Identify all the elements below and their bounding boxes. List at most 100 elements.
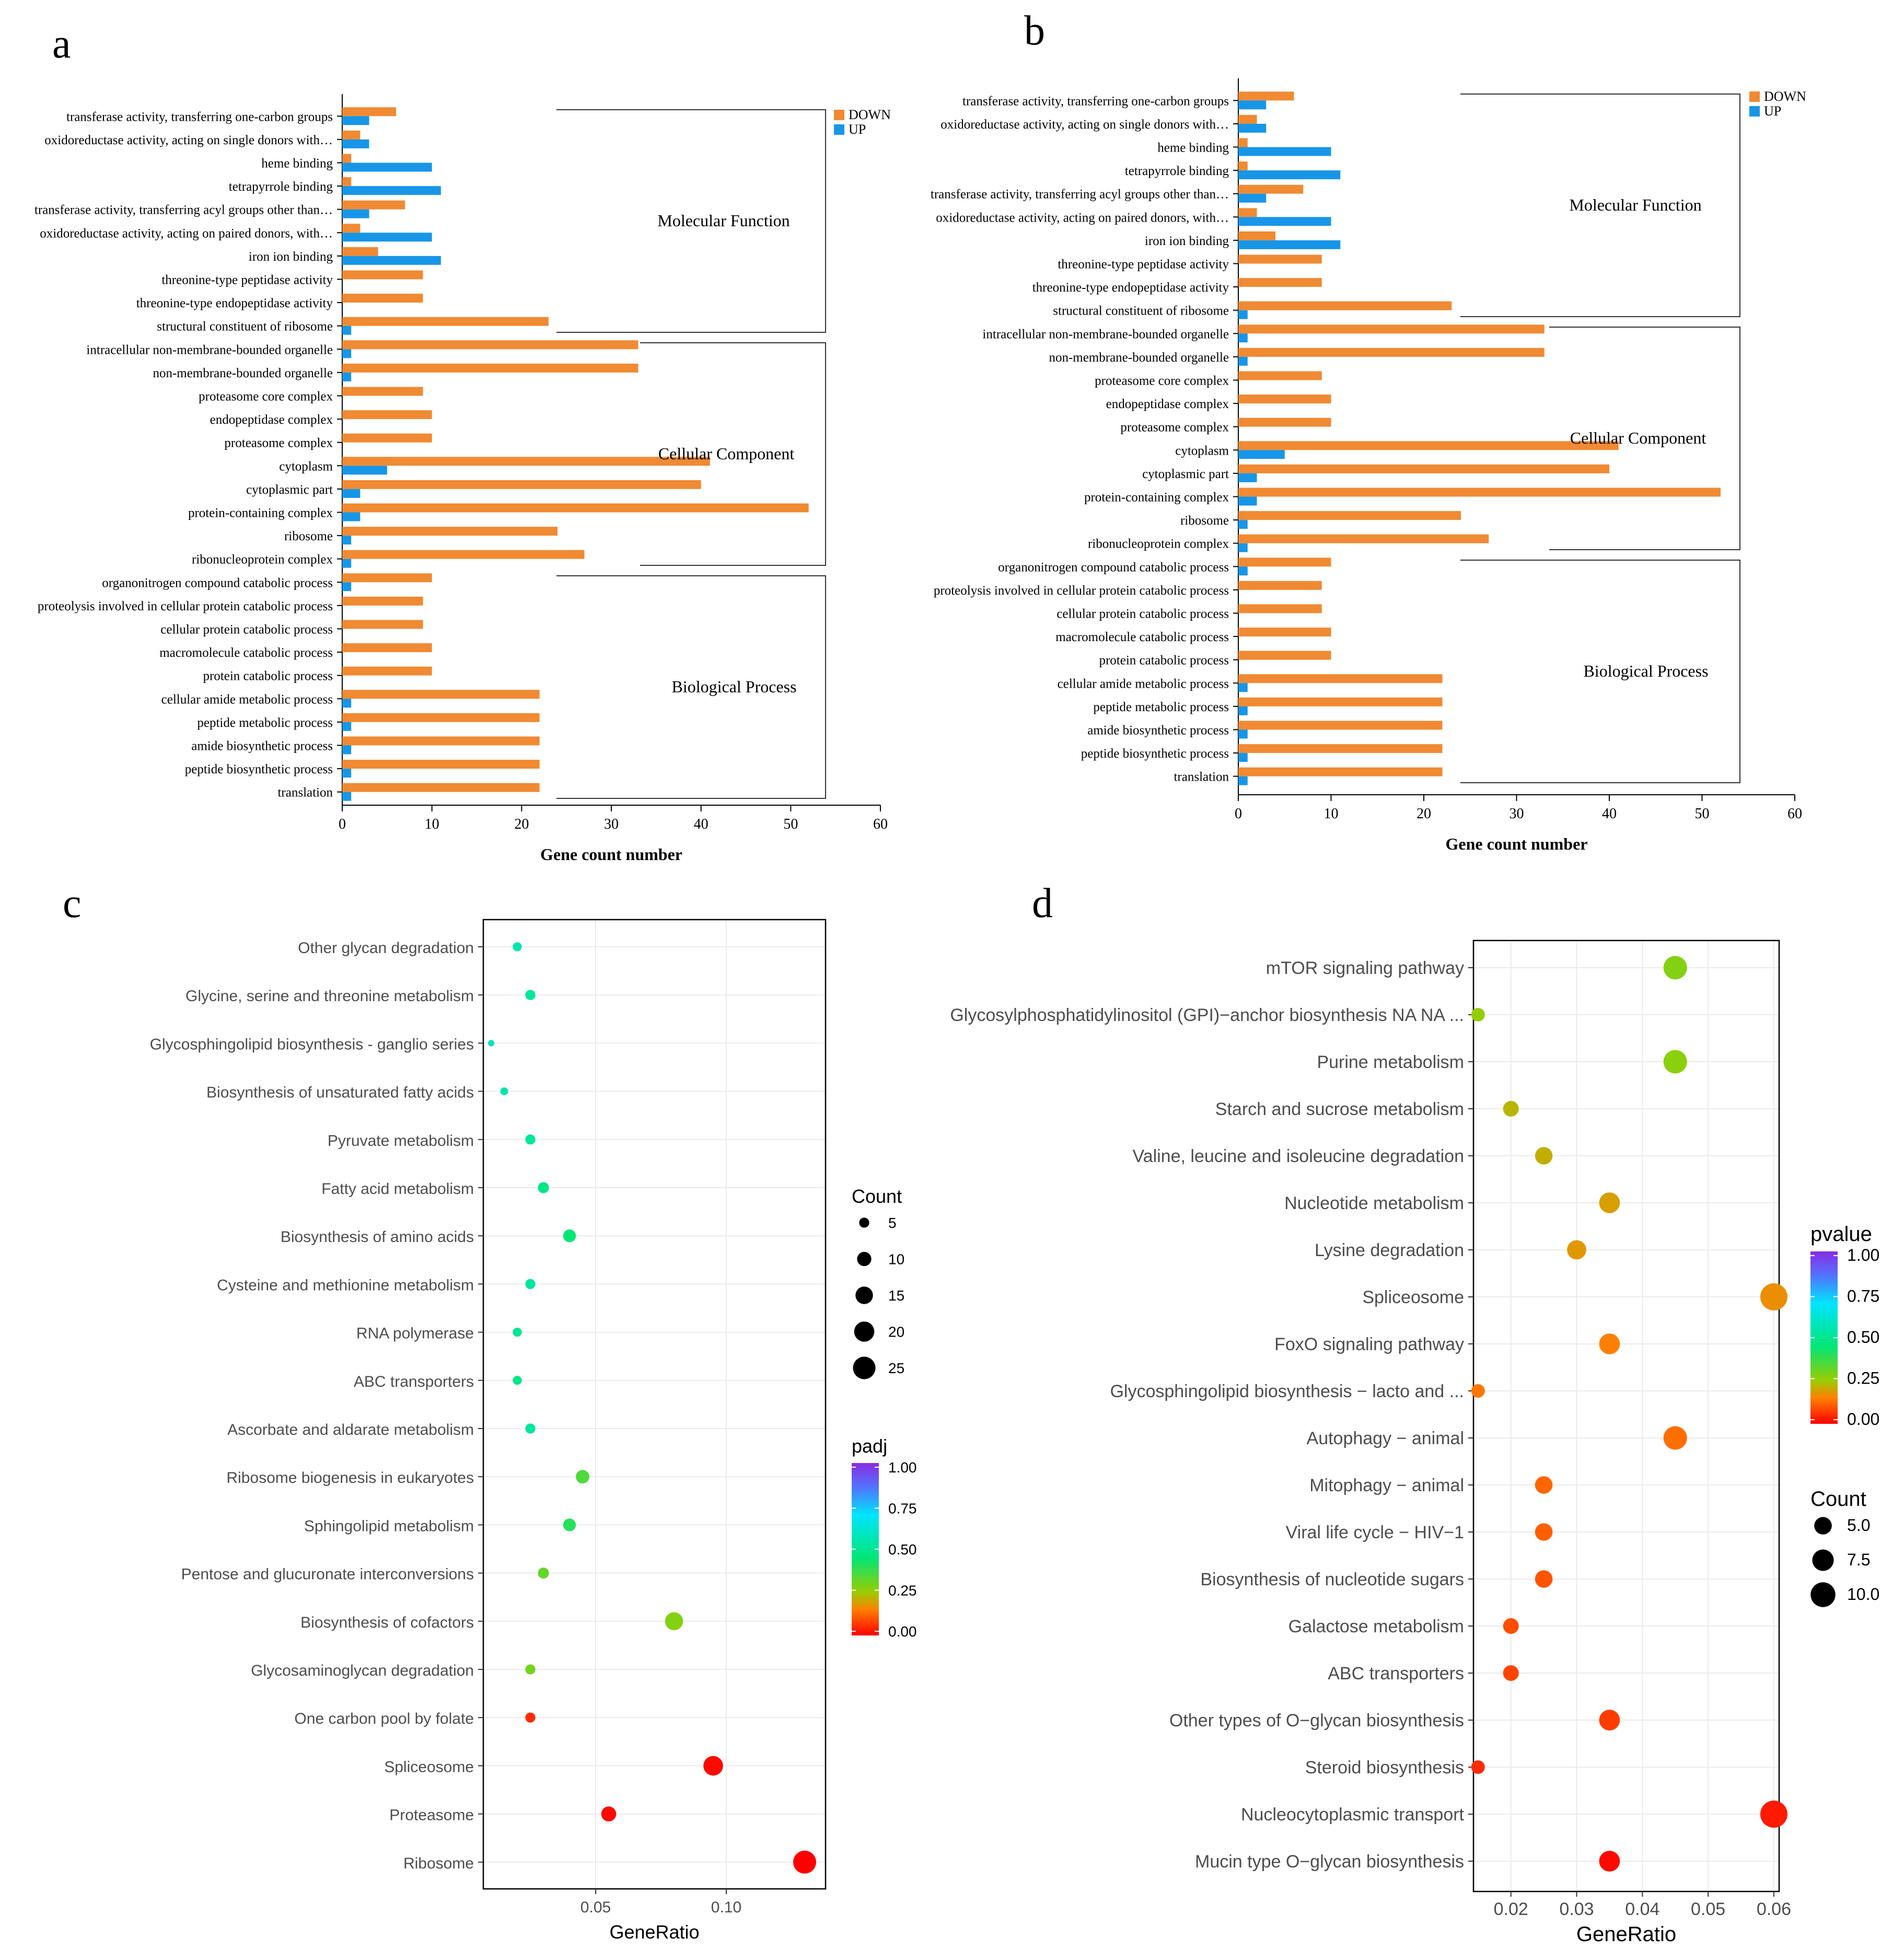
bar-up [342,209,369,218]
size-legend-label: 20 [888,1324,904,1340]
category-label: Mitophagy − animal [1309,1476,1464,1495]
category-label: protein catabolic process [1099,654,1229,668]
size-legend-label: 5.0 [1847,1516,1870,1535]
data-point [601,1806,617,1821]
bar-down [1238,417,1331,427]
x-axis-title: Gene count number [1446,834,1588,853]
size-legend-dot [1812,1549,1834,1571]
category-label: peptide metabolic process [197,716,333,730]
group-label: Biological Process [1583,661,1708,680]
x-tick-label: 0.06 [1757,1899,1791,1919]
bar-down [342,666,432,676]
bar-down [1238,324,1545,334]
category-label: Other types of O−glycan biosynthesis [1169,1711,1464,1731]
x-tick-label: 0 [1235,806,1242,822]
bar-down [1238,138,1248,147]
bar-up [342,722,352,731]
category-label: transferase activity, transferring acyl … [931,188,1229,202]
data-point [1535,1570,1553,1588]
bar-down [342,107,396,117]
bar-down [342,480,701,489]
bar-up [1238,240,1341,249]
bar-up [342,792,352,801]
category-label: threonine-type endopeptidase activity [136,296,333,310]
group-label: Biological Process [671,677,796,696]
category-label: macromolecule catabolic process [1055,630,1229,644]
data-point [1599,1851,1620,1872]
category-label: Proteasome [389,1807,474,1824]
bar-down [342,387,423,396]
group-bracket [640,342,826,566]
category-label: Purine metabolism [1317,1052,1464,1072]
x-tick-label: 0.03 [1559,1899,1594,1919]
category-label: Nucleotide metabolism [1284,1193,1464,1213]
bar-down [1238,534,1489,543]
colorbar-tick-label: 0.50 [888,1541,917,1558]
bar-down [342,527,558,536]
bar-down [1238,114,1257,124]
bar-down [342,200,405,210]
size-legend-dot [855,1286,873,1304]
category-label: peptide biosynthetic process [185,762,333,776]
category-label: One carbon pool by folate [294,1710,474,1727]
category-label: ribosome [1180,514,1229,528]
category-label: structural constituent of ribosome [1053,304,1229,318]
data-point [1760,1801,1787,1828]
legend-swatch [1749,106,1760,117]
bar-down [1238,394,1331,404]
data-point [1471,1760,1485,1774]
group-label: Molecular Function [1569,195,1701,214]
category-label: translation [1174,770,1229,784]
category-label: cytoplasmic part [246,483,333,497]
bar-down [342,690,540,699]
data-point [1567,1240,1586,1260]
colorbar-tick-label: 0.75 [888,1501,917,1517]
bar-down [1238,347,1545,357]
bar-down [342,247,378,256]
category-label: heme binding [1157,141,1229,155]
colorbar [852,1463,879,1635]
chart-b-go-barplot: 0 10 20 30 40 50 60 Gene count number transferas… [931,78,1806,853]
bar-down [342,363,638,373]
data-point [563,1518,576,1531]
size-legend-label: 15 [888,1287,904,1304]
size-legend-label: 10.0 [1847,1585,1879,1604]
bar-up [1238,496,1257,506]
size-legend-label: 5 [888,1215,897,1231]
chart-d-kegg-dotplot: 0.02 0.03 0.04 0.05 0.06 GeneRatio mTOR signal… [950,939,1879,1946]
chart-c-kegg-dotplot: 0.05 0.10 GeneRatio Other glycan degradatio… [150,919,917,1943]
category-label: Valine, leucine and isoleucine degradati… [1133,1146,1465,1166]
category-label: Viral life cycle − HIV−1 [1286,1523,1464,1542]
category-label: heme binding [261,157,333,171]
color-legend-title: padj [852,1435,887,1457]
x-tick-label: 0.05 [581,1899,611,1916]
category-label: cellular protein catabolic process [160,623,333,637]
bar-down [1238,278,1322,287]
legend-label: UP [1764,103,1781,119]
bar-down [342,713,540,722]
bar-down [1238,488,1721,497]
data-point [525,1664,536,1675]
category-label: Glycine, serine and threonine metabolism [185,988,474,1005]
category-label: oxidoreductase activity, acting on singl… [44,133,333,147]
category-label: tetrapyrrole binding [1125,164,1229,178]
group-label: Cellular Component [658,444,795,463]
size-legend-title: Count [852,1186,902,1207]
category-label: Ribosome [403,1855,474,1872]
bar-up [1238,333,1248,343]
colorbar-tick-label: 0.00 [1847,1410,1879,1429]
bar-up [342,559,352,568]
size-legend-dot [857,1251,872,1267]
group-bracket [1460,560,1740,783]
plot-panel [1473,941,1779,1891]
category-label: threonine-type endopeptidase activity [1032,281,1229,295]
category-label: Spliceosome [1362,1287,1464,1307]
bar-down [1238,604,1322,613]
size-legend-dot [1810,1582,1836,1607]
x-tick-label: 30 [1510,806,1524,822]
category-label: transferase activity, transferring one-c… [66,110,333,124]
category-label: threonine-type peptidase activity [1058,258,1229,272]
category-label: cellular protein catabolic process [1057,607,1229,621]
colorbar-tick-label: 0.00 [888,1623,917,1640]
bar-up [342,489,361,498]
